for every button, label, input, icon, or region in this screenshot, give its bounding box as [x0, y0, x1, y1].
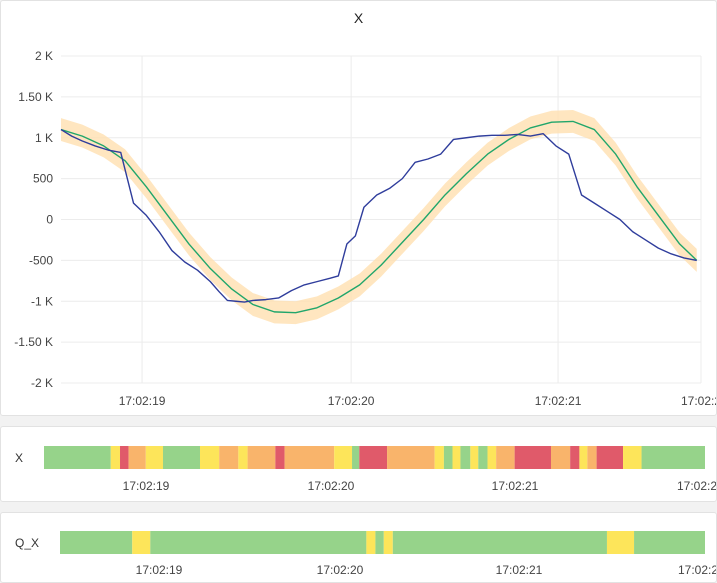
state-segment[interactable] [247, 446, 276, 469]
state-segment[interactable] [275, 446, 285, 469]
state-segment[interactable] [443, 446, 453, 469]
y-tick-label: -2 K [31, 376, 53, 390]
state-segment[interactable] [579, 446, 588, 469]
state-segment[interactable] [460, 446, 471, 469]
state-segment[interactable] [452, 446, 461, 469]
state-segment[interactable] [219, 446, 239, 469]
state-segment[interactable] [60, 531, 133, 554]
x-tick-label: 17:02:20 [328, 394, 375, 408]
state-segment[interactable] [120, 446, 129, 469]
state-segment[interactable] [238, 446, 248, 469]
state-segment[interactable] [199, 446, 220, 469]
y-tick-label: -500 [29, 253, 53, 267]
state-segment[interactable] [596, 446, 624, 469]
state-segment[interactable] [470, 446, 479, 469]
state-segment[interactable] [162, 446, 200, 469]
state-segment[interactable] [496, 446, 515, 469]
y-tick-label: 0 [46, 213, 53, 227]
x-tick-label: 17:02:19 [119, 394, 166, 408]
timeseries-panel: X 2 K 1.50 K 1 K 500 0 -500 -1 K -1.50 K -2 K 17:… [0, 0, 717, 416]
x-tick-label: 17:02:2 [678, 563, 717, 577]
y-tick-label: 1.50 K [18, 90, 53, 104]
state-segment[interactable] [487, 446, 497, 469]
x-tick-label: 17:02:21 [535, 394, 582, 408]
state-segment[interactable] [634, 531, 705, 554]
state-segment[interactable] [606, 531, 635, 554]
state-segment[interactable] [132, 531, 151, 554]
series-line[interactable] [60, 120, 698, 314]
state-segment[interactable] [641, 446, 705, 469]
series-line[interactable] [60, 128, 697, 303]
state-timeline-panel-x: X 17:02:19 17:02:20 17:02:21 17:02:2 [0, 426, 717, 502]
state-segment[interactable] [366, 531, 376, 554]
state-segment[interactable] [392, 531, 607, 554]
x-tick-label: 17:02:2 [677, 479, 717, 493]
state-segment[interactable] [434, 446, 444, 469]
confidence-band [61, 109, 697, 325]
y-tick-label: -1 K [31, 294, 53, 308]
x-tick-label: 17:02:19 [136, 563, 183, 577]
row-label: X [15, 451, 23, 465]
state-segment[interactable] [359, 446, 388, 469]
state-segment[interactable] [128, 446, 146, 469]
state-segment[interactable] [44, 446, 111, 469]
x-tick-label: 17:02:20 [317, 563, 364, 577]
panel-title[interactable]: X [353, 10, 364, 26]
line-chart[interactable]: 2 K 1.50 K 1 K 500 0 -500 -1 K -1.50 K -2 K 17:02… [1, 1, 717, 416]
x-tick-label: 17:02:21 [496, 563, 543, 577]
state-segment[interactable] [587, 446, 597, 469]
state-segment[interactable] [550, 446, 571, 469]
state-segment[interactable] [334, 446, 353, 469]
state-segment[interactable] [352, 446, 360, 469]
state-segment[interactable] [383, 531, 393, 554]
state-timeline-q-x[interactable]: Q_X 17:02:19 17:02:20 17:02:21 17:02:2 [1, 513, 717, 583]
y-tick-label: 2 K [35, 49, 53, 63]
x-tick-label: 17:02:21 [492, 479, 539, 493]
state-segment[interactable] [514, 446, 551, 469]
state-segment[interactable] [284, 446, 335, 469]
state-segment[interactable] [623, 446, 642, 469]
state-timeline-panel-q-x: Q_X 17:02:19 17:02:20 17:02:21 17:02:2 [0, 512, 717, 583]
state-segment[interactable] [387, 446, 435, 469]
y-tick-label: 500 [33, 172, 53, 186]
state-segment[interactable] [150, 531, 367, 554]
state-segment[interactable] [145, 446, 163, 469]
state-segment[interactable] [110, 446, 121, 469]
x-tick-label: 17:02:20 [308, 479, 355, 493]
state-segment[interactable] [570, 446, 580, 469]
row-label: Q_X [15, 536, 39, 550]
x-tick-label: 17:02:19 [123, 479, 170, 493]
y-tick-label: -1.50 K [14, 335, 53, 349]
x-tick-label: 17:02:2 [681, 394, 717, 408]
y-tick-label: 1 K [35, 131, 53, 145]
state-timeline-x[interactable]: X 17:02:19 17:02:20 17:02:21 17:02:2 [1, 427, 717, 502]
state-segment[interactable] [478, 446, 488, 469]
state-segment[interactable] [375, 531, 384, 554]
